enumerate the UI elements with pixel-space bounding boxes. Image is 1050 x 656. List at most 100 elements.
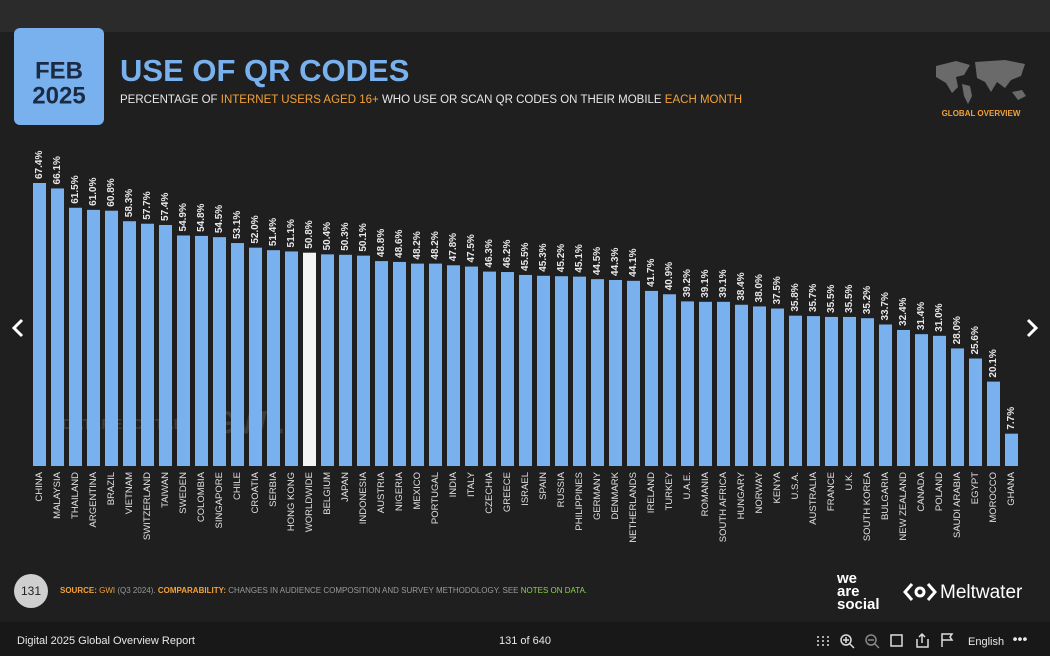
value-label: 57.4% — [160, 193, 171, 221]
value-label: 41.7% — [646, 258, 657, 286]
year: 2025 — [32, 82, 85, 109]
bar — [717, 301, 730, 466]
logo-social: social — [837, 596, 880, 613]
bar — [681, 301, 694, 466]
category-label: DENMARK — [610, 471, 621, 519]
month: FEB — [35, 57, 83, 84]
meltwater-icon — [903, 583, 937, 601]
bar — [123, 221, 136, 466]
bar — [483, 271, 496, 466]
value-label: 54.5% — [214, 205, 225, 233]
subtitle-highlight: EACH MONTH — [665, 94, 742, 106]
comparability: CHANGES IN AUDIENCE COMPOSITION AND SURV… — [228, 586, 518, 595]
value-label: 54.9% — [178, 203, 189, 231]
bar — [501, 272, 514, 466]
bar — [141, 223, 154, 466]
value-label: 67.4% — [34, 151, 45, 179]
top-bar — [0, 0, 1050, 32]
category-label: MOROCCO — [988, 472, 999, 523]
bar — [51, 188, 64, 467]
category-label: SWEDEN — [178, 472, 189, 514]
bar — [807, 316, 820, 466]
value-label: 52.0% — [250, 215, 261, 243]
value-label: 61.5% — [70, 175, 81, 203]
value-label: 33.7% — [880, 292, 891, 320]
logo-meltwater: Meltwater — [940, 582, 1023, 603]
notes-link[interactable]: NOTES ON DATA — [521, 586, 586, 595]
bar — [987, 381, 1000, 466]
next-arrow[interactable] — [1026, 318, 1039, 338]
bar — [699, 301, 712, 466]
bar — [969, 358, 982, 466]
bar — [753, 306, 766, 466]
bar — [609, 279, 622, 466]
page-circle — [14, 574, 48, 608]
viewer-tools[interactable] — [817, 632, 954, 649]
value-label: 60.8% — [106, 178, 117, 206]
value-label: 50.3% — [340, 222, 351, 250]
value-label: 57.7% — [142, 191, 153, 219]
bar — [447, 265, 460, 466]
bar — [645, 290, 658, 466]
chart: 67.4% CHINA 66.1% MALAYSIA 61.5% THAILAND 61.0… — [33, 151, 1018, 543]
bar — [933, 335, 946, 466]
category-label: CZECHIA — [484, 471, 495, 513]
bar — [285, 251, 298, 466]
value-label: 44.1% — [628, 248, 639, 276]
category-label: ROMANIA — [700, 471, 711, 516]
category-label: BELGIUM — [322, 472, 333, 515]
category-label: HONG KONG — [286, 472, 297, 531]
bar — [555, 276, 568, 466]
bar — [411, 263, 424, 466]
category-label: AUSTRIA — [376, 471, 387, 513]
category-label: NORWAY — [754, 471, 765, 513]
page-indicator: 131 of 640 — [499, 635, 551, 647]
category-label: U.S.A. — [790, 472, 801, 499]
value-label: 39.1% — [718, 269, 729, 297]
category-label: COLOMBIA — [196, 471, 207, 522]
value-label: 35.8% — [790, 283, 801, 311]
value-label: 39.1% — [700, 269, 711, 297]
subtitle-highlight: INTERNET USERS AGED 16+ — [221, 94, 379, 106]
category-label: SERBIA — [268, 471, 279, 507]
value-label: 20.1% — [988, 349, 999, 377]
category-label: GREECE — [502, 472, 513, 512]
more-menu[interactable]: ••• — [1013, 631, 1028, 647]
category-label: SAUDI ARABIA — [952, 471, 963, 538]
value-label: 39.2% — [682, 269, 693, 297]
bar — [231, 243, 244, 466]
subtitle-part: WHO USE OR SCAN QR CODES ON THEIR MOBILE — [382, 94, 662, 106]
bar — [105, 210, 118, 466]
value-label: 35.7% — [808, 284, 819, 312]
world-map — [936, 60, 1026, 104]
category-label: SINGAPORE — [214, 472, 225, 529]
category-label: MEXICO — [412, 472, 423, 509]
value-label: 45.3% — [538, 243, 549, 271]
bar — [897, 329, 910, 466]
category-label: INDIA — [448, 471, 459, 497]
value-label: 25.6% — [970, 326, 981, 354]
category-label: GERMANY — [592, 471, 603, 520]
value-label: 61.0% — [88, 177, 99, 205]
bar — [627, 280, 640, 466]
prev-arrow[interactable] — [11, 318, 24, 338]
bar — [663, 294, 676, 466]
period: . — [585, 586, 587, 595]
bar — [843, 316, 856, 466]
subtitle: PERCENTAGE OF INTERNET USERS AGED 16+ WH… — [120, 94, 742, 106]
bar — [339, 254, 352, 466]
category-label: NETHERLANDS — [628, 472, 639, 543]
language[interactable]: English — [968, 636, 1004, 648]
bar — [735, 304, 748, 466]
bar — [879, 324, 892, 466]
value-label: 40.9% — [664, 262, 675, 290]
category-label: BRAZIL — [106, 472, 117, 505]
category-label: NEW ZEALAND — [898, 472, 909, 541]
category-label: HUNGARY — [736, 471, 747, 519]
value-label: 48.2% — [412, 231, 423, 259]
category-label: CROATIA — [250, 471, 261, 513]
bar — [195, 235, 208, 466]
subtitle-part: PERCENTAGE OF — [120, 94, 218, 106]
bar — [465, 266, 478, 466]
